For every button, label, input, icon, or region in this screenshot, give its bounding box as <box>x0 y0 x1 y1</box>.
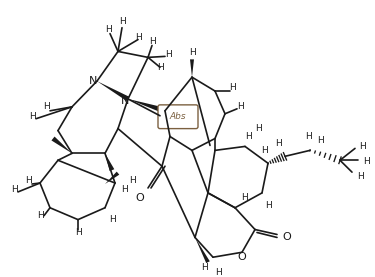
Text: H: H <box>237 102 243 111</box>
Polygon shape <box>105 172 119 184</box>
Text: H: H <box>244 132 251 141</box>
Text: H: H <box>229 83 236 92</box>
Text: N: N <box>89 76 97 86</box>
Text: H: H <box>75 228 81 237</box>
Text: N: N <box>121 96 129 106</box>
Polygon shape <box>195 237 210 263</box>
Text: H: H <box>189 48 195 57</box>
Text: H: H <box>202 263 208 272</box>
Text: H: H <box>10 185 17 194</box>
Text: H: H <box>316 136 323 145</box>
Text: H: H <box>157 63 164 72</box>
Text: H: H <box>148 37 155 46</box>
Text: H: H <box>118 17 125 26</box>
Polygon shape <box>105 153 114 171</box>
Polygon shape <box>128 99 166 114</box>
Text: H: H <box>28 112 35 121</box>
Text: H: H <box>122 185 128 194</box>
Text: H: H <box>363 157 369 166</box>
Text: O: O <box>238 252 246 262</box>
Text: H: H <box>255 124 261 133</box>
Text: H: H <box>214 268 221 276</box>
Text: H: H <box>109 215 115 224</box>
Text: H: H <box>304 132 311 141</box>
Text: H: H <box>135 33 141 42</box>
Text: H: H <box>105 25 111 34</box>
Polygon shape <box>97 81 129 101</box>
Text: H: H <box>25 176 32 184</box>
Polygon shape <box>190 59 194 77</box>
Text: H: H <box>265 201 272 210</box>
Text: H: H <box>44 102 50 111</box>
Text: Abs: Abs <box>170 112 186 121</box>
Text: H: H <box>37 211 44 220</box>
Text: H: H <box>274 139 281 148</box>
Text: H: H <box>358 142 365 151</box>
Text: H: H <box>129 176 135 184</box>
Text: H: H <box>165 50 171 59</box>
Polygon shape <box>51 137 72 153</box>
Text: H: H <box>242 193 248 202</box>
Text: H: H <box>357 171 363 181</box>
Text: H: H <box>262 146 268 155</box>
FancyBboxPatch shape <box>158 105 198 129</box>
Text: O: O <box>283 232 291 242</box>
Text: O: O <box>136 193 144 203</box>
